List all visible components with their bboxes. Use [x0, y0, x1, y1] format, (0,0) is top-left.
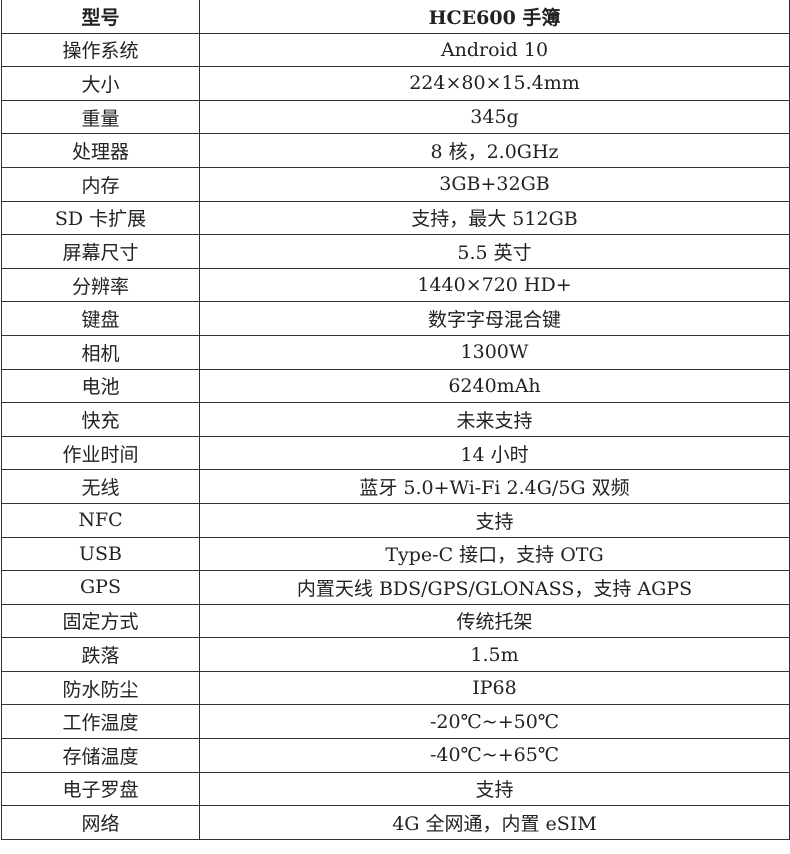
table-row: GPS 内置天线 BDS/GPS/GLONASS，支持 AGPS — [1, 570, 790, 605]
spec-key: 固定方式 — [1, 603, 200, 639]
table-row: 防水防尘 IP68 — [1, 670, 790, 706]
spec-value: 1440×720 HD+ — [199, 267, 790, 303]
spec-key: 重量 — [1, 99, 200, 135]
table-row: 作业时间 14 小时 — [1, 435, 790, 471]
spec-value: -20℃~+50℃ — [199, 704, 790, 740]
spec-value: 支持，最大 512GB — [199, 200, 790, 236]
spec-key: 无线 — [1, 469, 200, 504]
spec-value: 8 核，2.0GHz — [199, 133, 790, 168]
spec-key: 网络 — [1, 805, 200, 840]
table-row: 存储温度 -40℃~+65℃ — [1, 738, 790, 773]
table-row: 重量 345g — [1, 99, 790, 135]
spec-key: 大小 — [1, 66, 200, 101]
table-row: 内存 3GB+32GB — [1, 166, 790, 202]
spec-value: 蓝牙 5.0+Wi-Fi 2.4G/5G 双频 — [199, 469, 790, 504]
table-row: SD 卡扩展 支持，最大 512GB — [1, 200, 790, 236]
table-row: 固定方式 传统托架 — [1, 603, 790, 639]
spec-key: 键盘 — [1, 301, 200, 336]
table-row: NFC 支持 — [1, 502, 790, 538]
spec-key: 快充 — [1, 402, 200, 437]
header-value: HCE600 手簿 — [199, 0, 790, 34]
spec-value: 3GB+32GB — [199, 166, 790, 202]
header-key: 型号 — [1, 0, 200, 34]
spec-key: 防水防尘 — [1, 670, 200, 706]
spec-key: 跌落 — [1, 637, 200, 672]
table-row: 跌落 1.5m — [1, 637, 790, 672]
spec-value: 传统托架 — [199, 603, 790, 639]
spec-value: 未来支持 — [199, 402, 790, 437]
table-row: 处理器 8 核，2.0GHz — [1, 133, 790, 168]
spec-key: NFC — [1, 502, 200, 538]
spec-key: 屏幕尺寸 — [1, 234, 200, 269]
spec-key: 处理器 — [1, 133, 200, 168]
spec-key: 相机 — [1, 334, 200, 370]
spec-key: 内存 — [1, 166, 200, 202]
spec-value: 数字字母混合键 — [199, 301, 790, 336]
spec-key: 电子罗盘 — [1, 771, 200, 807]
table-row: 键盘 数字字母混合键 — [1, 301, 790, 336]
table-row: USB Type-C 接口，支持 OTG — [1, 536, 790, 572]
table-row: 电子罗盘 支持 — [1, 771, 790, 807]
spec-value: 5.5 英寸 — [199, 234, 790, 269]
table-row: 电池 6240mAh — [1, 368, 790, 404]
spec-value: 支持 — [199, 771, 790, 807]
table-row: 屏幕尺寸 5.5 英寸 — [1, 234, 790, 269]
spec-key: 分辨率 — [1, 267, 200, 303]
spec-key: GPS — [1, 570, 200, 605]
table-row: 无线 蓝牙 5.0+Wi-Fi 2.4G/5G 双频 — [1, 469, 790, 504]
spec-value: 224×80×15.4mm — [199, 66, 790, 101]
spec-key: 工作温度 — [1, 704, 200, 740]
table-row: 网络 4G 全网通，内置 eSIM — [1, 805, 790, 840]
spec-key: 作业时间 — [1, 435, 200, 471]
spec-value: Type-C 接口，支持 OTG — [199, 536, 790, 572]
table-row: 快充 未来支持 — [1, 402, 790, 437]
spec-key: 操作系统 — [1, 32, 200, 68]
spec-value: 支持 — [199, 502, 790, 538]
spec-value: IP68 — [199, 670, 790, 706]
table-row: 工作温度 -20℃~+50℃ — [1, 704, 790, 740]
table-row: 分辨率 1440×720 HD+ — [1, 267, 790, 303]
spec-key: SD 卡扩展 — [1, 200, 200, 236]
spec-value: -40℃~+65℃ — [199, 738, 790, 773]
spec-value: 1.5m — [199, 637, 790, 672]
spec-value: 14 小时 — [199, 435, 790, 471]
spec-value: 6240mAh — [199, 368, 790, 404]
spec-key: 电池 — [1, 368, 200, 404]
spec-value: Android 10 — [199, 32, 790, 68]
table-row: 大小 224×80×15.4mm — [1, 66, 790, 101]
spec-value: 1300W — [199, 334, 790, 370]
table-row: 操作系统 Android 10 — [1, 32, 790, 68]
spec-value: 4G 全网通，内置 eSIM — [199, 805, 790, 840]
table-header-row: 型号 HCE600 手簿 — [1, 0, 790, 34]
spec-value: 345g — [199, 99, 790, 135]
spec-value: 内置天线 BDS/GPS/GLONASS，支持 AGPS — [199, 570, 790, 605]
spec-key: 存储温度 — [1, 738, 200, 773]
table-row: 相机 1300W — [1, 334, 790, 370]
spec-key: USB — [1, 536, 200, 572]
